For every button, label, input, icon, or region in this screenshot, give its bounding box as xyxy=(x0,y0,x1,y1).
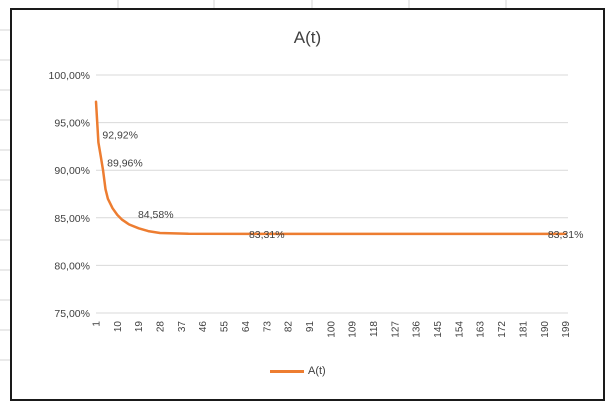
x-tick-label: 199 xyxy=(561,321,572,338)
data-label: 83,31% xyxy=(548,229,584,241)
x-tick-label: 181 xyxy=(518,321,529,338)
y-tick-label: 80,00% xyxy=(54,260,90,272)
line-chart: 100,00% 95,00% 90,00% 85,00% 80,00% 75,00%1 10… xyxy=(49,70,584,338)
x-tick-label: 28 xyxy=(156,321,167,333)
y-tick-label: 100,00% xyxy=(49,70,90,82)
legend-swatch xyxy=(270,369,304,373)
chart-object[interactable]: 100,00% 95,00% 90,00% 85,00% 80,00% 75,00% 1 10… xyxy=(10,8,605,401)
x-tick-label: 55 xyxy=(220,321,231,333)
x-tick-label: 10 xyxy=(113,321,124,333)
x-tick-label: 154 xyxy=(454,321,465,338)
data-label: 84,58% xyxy=(138,209,174,221)
x-tick-label: 82 xyxy=(284,321,295,333)
data-label: 83,31% xyxy=(249,229,285,241)
x-tick-label: 37 xyxy=(177,321,188,333)
x-tick-label: 172 xyxy=(497,321,508,338)
x-tick-label: 145 xyxy=(433,321,444,338)
x-tick-label: 100 xyxy=(326,321,337,338)
x-tick-label: 163 xyxy=(476,321,487,338)
data-label: 92,92% xyxy=(102,129,138,141)
chart-legend: A(t) xyxy=(270,365,326,377)
x-tick-label: 19 xyxy=(134,321,145,333)
x-tick-label: 46 xyxy=(198,321,209,333)
x-tick-label: 127 xyxy=(390,321,401,338)
y-tick-label: 85,00% xyxy=(54,213,90,225)
series-line-a-t xyxy=(94,100,567,236)
x-tick-label: 73 xyxy=(262,321,273,333)
x-tick-label: 136 xyxy=(412,321,423,338)
legend-label: A(t) xyxy=(308,365,326,377)
x-tick-label: 91 xyxy=(305,321,316,333)
x-tick-label: 190 xyxy=(540,321,551,338)
x-tick-label: 1 xyxy=(92,321,103,327)
x-tick-label: 109 xyxy=(348,321,359,338)
x-tick-label: 118 xyxy=(369,321,380,337)
x-tick-label: 64 xyxy=(241,321,252,333)
y-tick-label: 75,00% xyxy=(54,308,90,320)
y-tick-label: 90,00% xyxy=(54,165,90,177)
y-tick-label: 95,00% xyxy=(54,118,90,130)
chart-title: A(t) xyxy=(293,28,322,47)
data-label: 89,96% xyxy=(107,158,143,170)
